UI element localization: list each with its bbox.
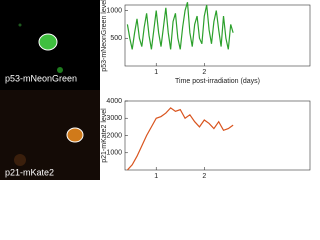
red-spot [14, 154, 26, 166]
page: p53-mNeonGreen p21-mKate2 500 1000 1 2 Time … [0, 0, 311, 189]
x-tick-label: 1 [154, 173, 158, 180]
green-spot [57, 67, 63, 73]
y-axis-label: p21-mKate2 level [101, 108, 108, 163]
green-spot [18, 23, 22, 27]
data-line [126, 107, 234, 171]
image-label: p53-mNeonGreen [5, 73, 77, 83]
axes-box [124, 4, 311, 67]
data-line [126, 2, 234, 50]
y-tick-label: 1000 [106, 7, 122, 14]
y-tick-label: 3000 [106, 115, 122, 122]
green-cell [38, 33, 58, 51]
y-tick-label: 4000 [106, 98, 122, 105]
y-tick-label: 1000 [106, 150, 122, 157]
y-tick-label: 2000 [106, 132, 122, 139]
x-tick-label: 1 [154, 69, 158, 76]
x-tick-label: 2 [202, 69, 206, 76]
x-axis-label: Time post-irradiation (days) [175, 78, 260, 85]
x-tick-label: 2 [202, 173, 206, 180]
y-tick-label: 500 [110, 35, 122, 42]
red-cell [66, 127, 84, 143]
screen: p53-mNeonGreen p21-mKate2 500 1000 1 2 Time … [0, 0, 311, 189]
y-axis-label: p53-mNeonGreen level [101, 0, 108, 72]
image-label: p21-mKate2 [5, 167, 54, 177]
